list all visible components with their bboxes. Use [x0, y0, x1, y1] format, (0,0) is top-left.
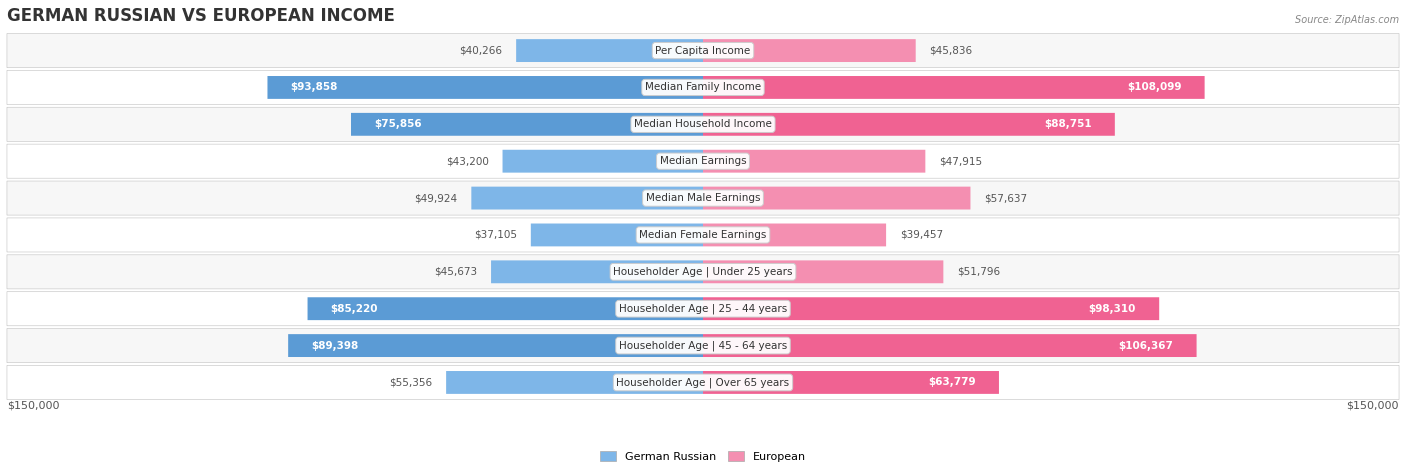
Text: Householder Age | Under 25 years: Householder Age | Under 25 years [613, 267, 793, 277]
Text: Householder Age | Over 65 years: Householder Age | Over 65 years [616, 377, 790, 388]
Text: Median Earnings: Median Earnings [659, 156, 747, 166]
FancyBboxPatch shape [502, 150, 703, 173]
FancyBboxPatch shape [703, 150, 925, 173]
Text: $47,915: $47,915 [939, 156, 983, 166]
FancyBboxPatch shape [703, 113, 1115, 136]
FancyBboxPatch shape [491, 261, 703, 283]
Text: $55,356: $55,356 [389, 377, 432, 388]
Text: $98,310: $98,310 [1088, 304, 1136, 314]
Text: Median Male Earnings: Median Male Earnings [645, 193, 761, 203]
FancyBboxPatch shape [446, 371, 703, 394]
FancyBboxPatch shape [288, 334, 703, 357]
FancyBboxPatch shape [516, 39, 703, 62]
Text: $45,673: $45,673 [434, 267, 477, 277]
Text: Median Household Income: Median Household Income [634, 120, 772, 129]
Text: $43,200: $43,200 [446, 156, 489, 166]
Text: $150,000: $150,000 [1347, 401, 1399, 411]
Text: Householder Age | 25 - 44 years: Householder Age | 25 - 44 years [619, 304, 787, 314]
Text: $93,858: $93,858 [291, 83, 337, 92]
FancyBboxPatch shape [471, 187, 703, 210]
Text: $150,000: $150,000 [7, 401, 59, 411]
Text: $75,856: $75,856 [374, 120, 422, 129]
FancyBboxPatch shape [7, 181, 1399, 215]
Text: Householder Age | 45 - 64 years: Householder Age | 45 - 64 years [619, 340, 787, 351]
Text: Source: ZipAtlas.com: Source: ZipAtlas.com [1295, 15, 1399, 25]
FancyBboxPatch shape [7, 218, 1399, 252]
Text: Median Family Income: Median Family Income [645, 83, 761, 92]
Text: $106,367: $106,367 [1119, 340, 1174, 351]
FancyBboxPatch shape [703, 334, 1197, 357]
Text: $49,924: $49,924 [415, 193, 457, 203]
Text: $85,220: $85,220 [330, 304, 378, 314]
FancyBboxPatch shape [703, 261, 943, 283]
FancyBboxPatch shape [352, 113, 703, 136]
Text: $40,266: $40,266 [460, 46, 502, 56]
FancyBboxPatch shape [7, 34, 1399, 68]
Text: GERMAN RUSSIAN VS EUROPEAN INCOME: GERMAN RUSSIAN VS EUROPEAN INCOME [7, 7, 395, 25]
Text: $39,457: $39,457 [900, 230, 943, 240]
Text: $89,398: $89,398 [311, 340, 359, 351]
FancyBboxPatch shape [7, 329, 1399, 362]
Text: $51,796: $51,796 [957, 267, 1001, 277]
FancyBboxPatch shape [703, 39, 915, 62]
FancyBboxPatch shape [7, 144, 1399, 178]
FancyBboxPatch shape [703, 224, 886, 247]
FancyBboxPatch shape [7, 292, 1399, 326]
Text: $37,105: $37,105 [474, 230, 517, 240]
FancyBboxPatch shape [7, 255, 1399, 289]
Text: Per Capita Income: Per Capita Income [655, 46, 751, 56]
Text: $45,836: $45,836 [929, 46, 973, 56]
Text: Median Female Earnings: Median Female Earnings [640, 230, 766, 240]
Text: $63,779: $63,779 [928, 377, 976, 388]
FancyBboxPatch shape [308, 297, 703, 320]
FancyBboxPatch shape [703, 297, 1159, 320]
FancyBboxPatch shape [7, 71, 1399, 105]
FancyBboxPatch shape [7, 365, 1399, 399]
FancyBboxPatch shape [531, 224, 703, 247]
Legend: German Russian, European: German Russian, European [600, 451, 806, 462]
FancyBboxPatch shape [703, 76, 1205, 99]
FancyBboxPatch shape [703, 187, 970, 210]
Text: $57,637: $57,637 [984, 193, 1028, 203]
Text: $108,099: $108,099 [1128, 83, 1181, 92]
FancyBboxPatch shape [703, 371, 998, 394]
Text: $88,751: $88,751 [1045, 120, 1091, 129]
FancyBboxPatch shape [7, 107, 1399, 142]
FancyBboxPatch shape [267, 76, 703, 99]
